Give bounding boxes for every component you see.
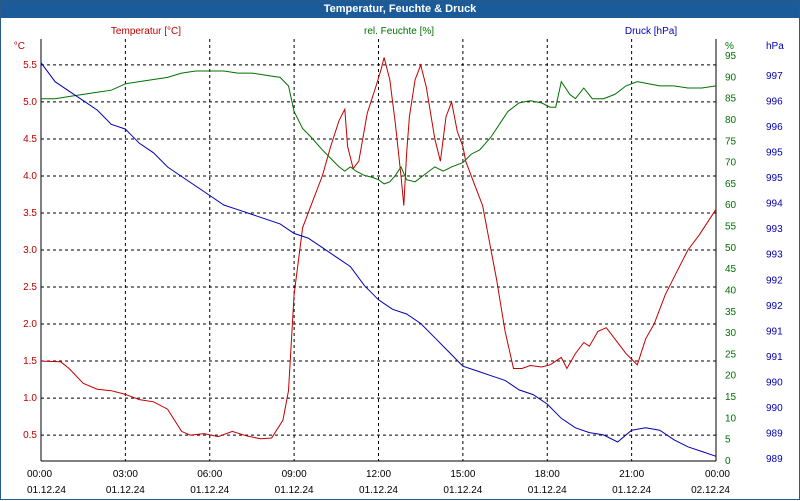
humidity-tick-label: 50: [725, 243, 737, 254]
humidity-legend-label: rel. Feuchte [%]: [364, 26, 434, 37]
pressure-tick-label: 992: [766, 275, 783, 286]
pressure-tick-label: 991: [766, 352, 783, 363]
humidity-tick-label: 90: [725, 72, 737, 83]
temperature-tick-label: 1.0: [23, 393, 37, 404]
x-tick-date-label: 01.12.24: [528, 485, 567, 496]
humidity-tick-label: 55: [725, 222, 737, 233]
temperature-series-line: [40, 57, 717, 440]
pressure-tick-label: 996: [766, 97, 783, 108]
temperature-tick-label: 1.5: [23, 356, 37, 367]
humidity-tick-label: 20: [725, 371, 737, 382]
humidity-tick-label: 45: [725, 264, 737, 275]
pressure-tick-label: 989: [766, 428, 783, 439]
x-tick-time-label: 12:00: [366, 469, 391, 480]
temperature-tick-label: 5.0: [23, 97, 37, 108]
pressure-tick-label: 995: [766, 148, 783, 159]
temperature-tick-label: 4.0: [23, 171, 37, 182]
x-tick-time-label: 15:00: [450, 469, 475, 480]
humidity-tick-label: 5: [725, 435, 731, 446]
labels-group: 5.5 5.0 4.5 4.0 3.5 3.0 2.5 2.0 1.5 1.0 0.5 °C Tempe…: [14, 26, 784, 496]
series-group: [40, 57, 717, 457]
x-tick-time-label: 00:00: [705, 469, 730, 480]
humidity-tick-label: 10: [725, 413, 737, 424]
temperature-tick-label: 4.5: [23, 134, 37, 145]
pressure-unit-label: hPa: [766, 41, 784, 52]
x-tick-date-label: 02.12.24: [691, 485, 730, 496]
temperature-tick-label: 2.0: [23, 319, 37, 330]
x-tick-time-label: 21:00: [619, 469, 644, 480]
x-tick-time-label: 09:00: [282, 469, 307, 480]
humidity-tick-label: 70: [725, 158, 737, 169]
temperature-tick-label: 0.5: [23, 430, 37, 441]
window-title: Temperatur, Feuchte & Druck: [1, 1, 799, 18]
humidity-tick-label: 40: [725, 285, 737, 296]
humidity-tick-label: 15: [725, 392, 737, 403]
x-tick-date-label: 01.12.24: [359, 485, 398, 496]
pressure-tick-label: 997: [766, 71, 783, 82]
axes: [40, 39, 717, 462]
humidity-tick-label: 60: [725, 200, 737, 211]
pressure-tick-label: 993: [766, 224, 783, 235]
x-tick-time-label: 00:00: [27, 469, 52, 480]
humidity-tick-label: 65: [725, 179, 737, 190]
temperature-tick-label: 3.0: [23, 245, 37, 256]
humidity-tick-label: 35: [725, 307, 737, 318]
humidity-tick-label: 85: [725, 94, 737, 105]
humidity-tick-label: 0: [725, 456, 731, 467]
x-tick-date-label: 01.12.24: [106, 485, 145, 496]
humidity-tick-label: 80: [725, 115, 737, 126]
x-tick-date-label: 01.12.24: [27, 485, 66, 496]
pressure-tick-label: 995: [766, 173, 783, 184]
humidity-series-line: [41, 70, 717, 185]
pressure-tick-label: 996: [766, 122, 783, 133]
pressure-tick-label: 990: [766, 377, 783, 388]
humidity-tick-label: 25: [725, 349, 737, 360]
x-tick-date-label: 01.12.24: [612, 485, 651, 496]
pressure-series-line: [40, 62, 717, 457]
temperature-unit-label: °C: [14, 41, 25, 52]
pressure-tick-label: 994: [766, 199, 783, 210]
grid: [40, 39, 717, 461]
pressure-tick-label: 990: [766, 403, 783, 414]
humidity-unit-label: %: [725, 41, 734, 52]
pressure-tick-label: 991: [766, 326, 783, 337]
humidity-tick-label: 75: [725, 136, 737, 147]
pressure-tick-label: 989: [766, 454, 783, 465]
x-tick-date-label: 01.12.24: [443, 485, 482, 496]
pressure-tick-label: 992: [766, 301, 783, 312]
temperature-tick-label: 3.5: [23, 208, 37, 219]
pressure-tick-label: 993: [766, 250, 783, 261]
pressure-legend-label: Druck [hPa]: [625, 26, 677, 37]
humidity-tick-label: 95: [725, 51, 737, 62]
x-tick-time-label: 18:00: [535, 469, 560, 480]
humidity-tick-label: 30: [725, 328, 737, 339]
temperature-legend-label: Temperatur [°C]: [111, 26, 181, 37]
temperature-tick-label: 2.5: [23, 282, 37, 293]
temperature-tick-label: 5.5: [23, 60, 37, 71]
x-tick-date-label: 01.12.24: [190, 485, 229, 496]
x-tick-time-label: 06:00: [197, 469, 222, 480]
x-tick-date-label: 01.12.24: [275, 485, 314, 496]
x-tick-time-label: 03:00: [113, 469, 138, 480]
